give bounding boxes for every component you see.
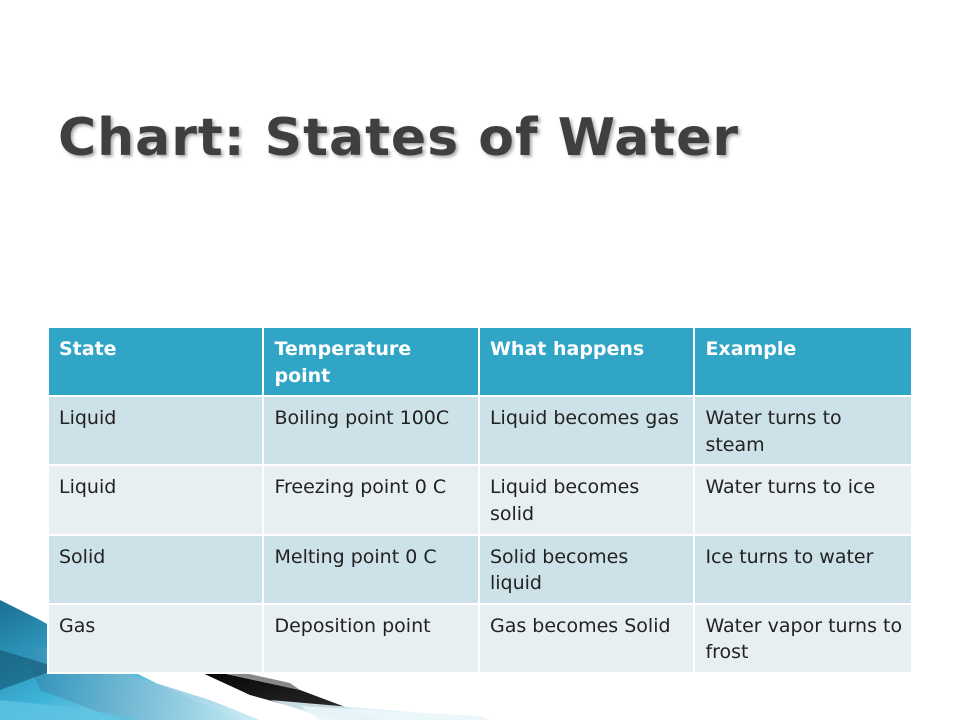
table-row: Solid Melting point 0 C Solid becomes li…: [46, 533, 913, 605]
table-cell: Ice turns to water: [693, 533, 913, 605]
table-cell: Solid becomes liquid: [477, 533, 696, 605]
header-what-happens: What happens: [477, 325, 696, 398]
table-cell: Water vapor turns to frost: [693, 602, 913, 674]
header-state: State: [46, 325, 265, 398]
header-example: Example: [693, 325, 913, 398]
table-cell: Deposition point: [262, 602, 480, 674]
header-temperature-point: Temperature point: [262, 325, 480, 398]
table-cell: Water turns to ice: [693, 464, 913, 536]
table-cell: Liquid: [46, 464, 265, 536]
table-row: Gas Deposition point Gas becomes Solid W…: [46, 602, 913, 674]
table-cell: Solid: [46, 533, 265, 605]
table-cell: Freezing point 0 C: [262, 464, 480, 536]
table-row: Liquid Boiling point 100C Liquid becomes…: [46, 395, 913, 467]
table-cell: Gas: [46, 602, 265, 674]
table-header-row: State Temperature point What happens Exa…: [46, 325, 913, 398]
table-cell: Liquid: [46, 395, 265, 467]
table-cell: Melting point 0 C: [262, 533, 480, 605]
table-row: Liquid Freezing point 0 C Liquid becomes…: [46, 464, 913, 536]
table-cell: Liquid becomes gas: [477, 395, 696, 467]
table-cell: Gas becomes Solid: [477, 602, 696, 674]
states-table: State Temperature point What happens Exa…: [46, 325, 913, 674]
table-cell: Liquid becomes solid: [477, 464, 696, 536]
table-cell: Water turns to steam: [693, 395, 913, 467]
slide-title: Chart: States of Water: [58, 108, 740, 168]
table-cell: Boiling point 100C: [262, 395, 480, 467]
